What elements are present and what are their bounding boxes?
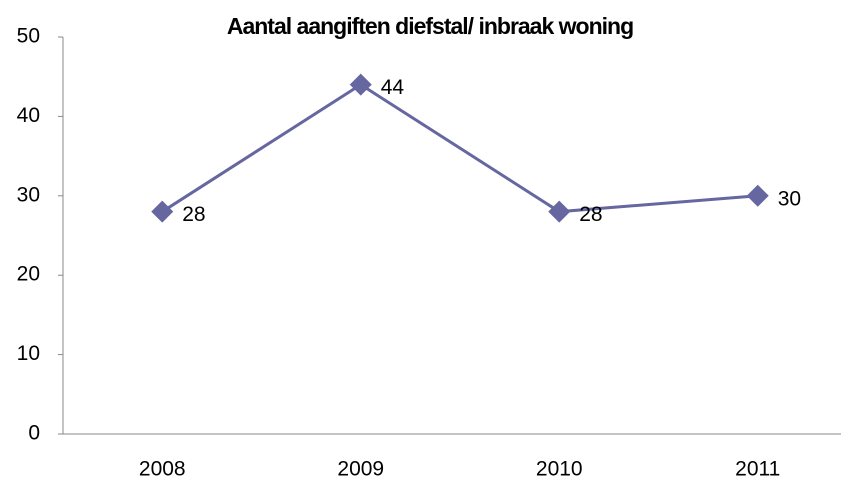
data-label: 30 [778, 187, 801, 210]
data-label: 44 [381, 76, 405, 99]
y-tick-label: 30 [17, 183, 40, 206]
y-tick-label: 10 [17, 342, 40, 365]
data-label: 28 [182, 203, 205, 226]
marker [746, 184, 769, 207]
chart-title: Aantal aangiften diefstal/ inbraak wonin… [227, 13, 633, 39]
y-tick-label: 50 [17, 25, 40, 48]
y-tick-label: 20 [17, 263, 40, 286]
marker [548, 200, 571, 223]
line [161, 82, 758, 214]
x-tick-label: 2011 [735, 458, 780, 481]
marker [349, 73, 372, 96]
x-tick-label: 2010 [536, 458, 583, 481]
x-tick-label: 2008 [139, 458, 186, 481]
data-label: 28 [579, 203, 602, 226]
y-tick-label: 40 [17, 104, 40, 127]
marker [151, 200, 174, 223]
y-tick-label: 0 [28, 422, 40, 445]
x-tick-label: 2009 [337, 458, 384, 481]
